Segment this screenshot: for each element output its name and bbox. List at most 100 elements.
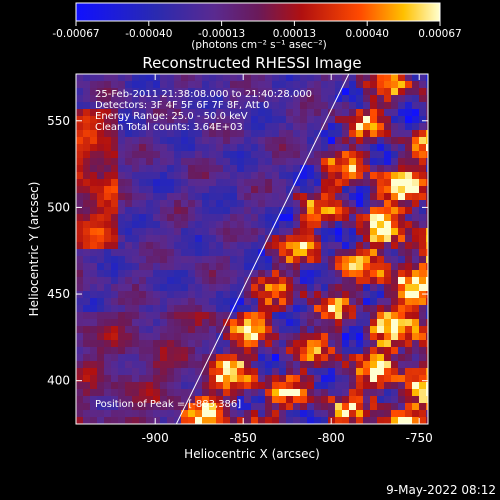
heatmap-cell [251,81,259,89]
heatmap-cell [293,109,301,117]
heatmap-cell [279,368,287,376]
heatmap-cell [265,312,273,320]
heatmap-cell [174,172,182,180]
heatmap-cell [76,102,84,110]
heatmap-cell [83,158,91,166]
heatmap-cell [251,249,259,257]
heatmap-cell [90,333,98,341]
heatmap-cell [349,298,357,306]
heatmap-cell [419,312,427,320]
heatmap-cell [111,242,119,250]
heatmap-cell [153,382,161,390]
heatmap-cell [230,95,238,103]
heatmap-cell [356,74,364,82]
heatmap-cell [237,207,245,215]
heatmap-cell [209,396,217,404]
heatmap-cell [202,298,210,306]
heatmap-cell [412,116,420,124]
heatmap-cell [146,207,154,215]
heatmap-cell [272,326,280,334]
heatmap-cell [363,249,371,257]
heatmap-cell [188,417,196,424]
heatmap-cell [412,305,420,313]
heatmap-cell [181,375,189,383]
heatmap-cell [139,326,147,334]
heatmap-cell [286,200,294,208]
heatmap-cell [146,95,154,103]
heatmap-cell [237,312,245,320]
heatmap-cell [76,172,84,180]
heatmap-cell [412,193,420,201]
heatmap-cell [286,130,294,138]
heatmap-cell [244,340,252,348]
heatmap-cell [419,179,427,187]
heatmap-cell [230,382,238,390]
heatmap-cell [370,312,378,320]
heatmap-cell [125,277,133,285]
heatmap-cell [223,347,231,355]
heatmap-cell [202,165,210,173]
heatmap-cell [216,396,224,404]
peak-position-label: Position of Peak = [-883,386] [95,399,241,410]
heatmap-cell [160,410,168,418]
heatmap-cell [363,284,371,292]
heatmap-cell [391,368,399,376]
heatmap-cell [300,123,308,131]
heatmap-cell [342,179,350,187]
heatmap-cell [384,221,392,229]
heatmap-cell [153,403,161,411]
heatmap-cell [146,242,154,250]
heatmap-cell [328,144,336,152]
heatmap-cell [279,326,287,334]
heatmap-cell [223,312,231,320]
heatmap-cell [167,340,175,348]
heatmap-cell [356,137,364,145]
heatmap-cell [356,130,364,138]
heatmap-cell [300,81,308,89]
heatmap-cell [90,109,98,117]
heatmap-cell [139,123,147,131]
heatmap-cell [83,95,91,103]
heatmap-cell [195,214,203,222]
heatmap-cell [328,214,336,222]
heatmap-cell [300,305,308,313]
heatmap-cell [125,417,133,424]
heatmap-cell [349,158,357,166]
heatmap-cell [209,312,217,320]
heatmap-cell [104,361,112,369]
colorbar-tick-label: 0.00013 [273,28,316,40]
heatmap-cell [118,95,126,103]
heatmap-cell [237,137,245,145]
heatmap-cell [167,298,175,306]
heatmap-cell [209,137,217,145]
heatmap-cell [153,116,161,124]
heatmap-cell [279,88,287,96]
heatmap-cell [188,403,196,411]
heatmap-cell [139,382,147,390]
heatmap-cell [363,137,371,145]
heatmap-cell [342,109,350,117]
heatmap-cell [125,361,133,369]
heatmap-cell [405,165,413,173]
heatmap-cell [188,158,196,166]
heatmap-cell [202,319,210,327]
heatmap-cell [125,214,133,222]
heatmap-cell [153,151,161,159]
heatmap-cell [97,158,105,166]
heatmap-cell [132,214,140,222]
heatmap-cell [356,214,364,222]
heatmap-cell [251,368,259,376]
heatmap-cell [167,81,175,89]
heatmap-cell [391,214,399,222]
heatmap-cell [181,333,189,341]
heatmap-cell [83,235,91,243]
heatmap-cell [230,137,238,145]
heatmap-cell [335,417,343,424]
heatmap-cell [153,396,161,404]
heatmap-cell [307,116,315,124]
heatmap-cell [398,186,406,194]
heatmap-cell [195,354,203,362]
heatmap-cell [328,207,336,215]
heatmap-cell [111,361,119,369]
heatmap-cell [384,214,392,222]
